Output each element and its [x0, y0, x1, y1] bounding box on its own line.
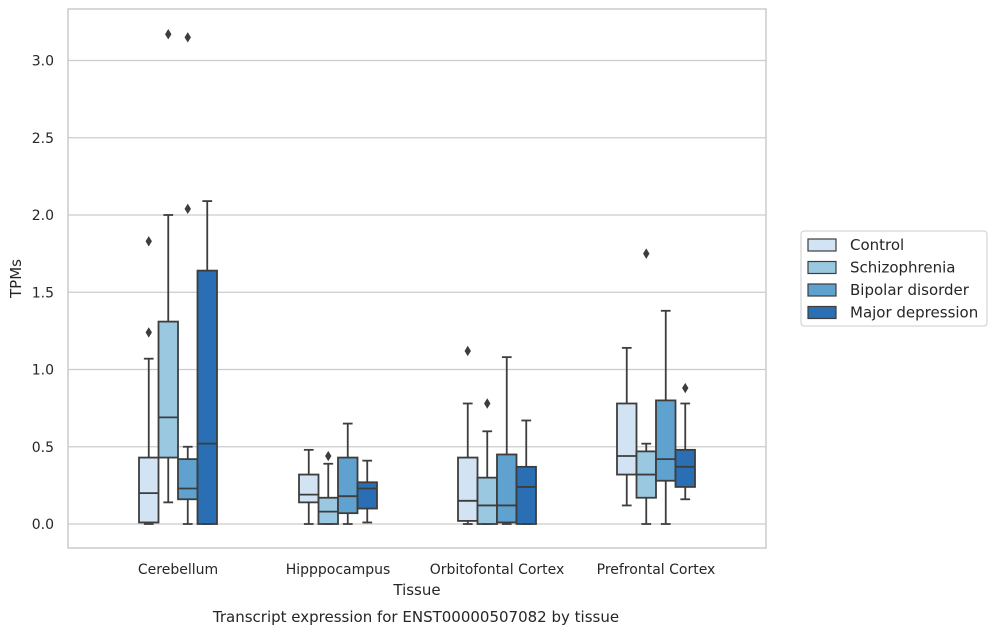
outlier-point [145, 327, 152, 338]
box [457, 345, 479, 525]
box-rect [138, 456, 160, 524]
outlier-point [464, 345, 471, 357]
outlier-point [165, 29, 172, 40]
box [476, 398, 498, 525]
y-tick-label: 3.0 [32, 54, 54, 70]
legend: Control Schizophrenia Bipolar disorder Majo… [800, 230, 988, 327]
box-rect [337, 456, 359, 515]
box [177, 32, 199, 525]
plot-frame [67, 8, 767, 549]
box-rect [177, 458, 199, 501]
box-rect [457, 456, 479, 522]
box-series [138, 29, 696, 525]
legend-swatch [807, 283, 837, 297]
box-rect [298, 473, 320, 504]
y-tick-label: 2.5 [32, 131, 54, 147]
outlier-point [682, 382, 689, 394]
box [674, 382, 696, 501]
y-tick-label: 1.5 [32, 285, 54, 301]
outlier-point [184, 32, 191, 43]
y-tick-label: 1.0 [32, 363, 54, 379]
box [616, 346, 638, 507]
box-rect [616, 402, 638, 476]
box [496, 356, 518, 525]
legend-swatch [807, 305, 837, 320]
outlier-point [145, 236, 152, 247]
chart-caption: Transcript expression for ENST0000050708… [212, 608, 619, 626]
y-tick-label: 0.0 [32, 517, 54, 533]
series-control [138, 236, 638, 525]
legend-label: Schizophrenia [850, 259, 955, 277]
legend-label: Bipolar disorder [850, 281, 970, 299]
box [317, 450, 339, 525]
legend-item: Bipolar disorder [807, 281, 970, 299]
y-tick-labels: 0.0 0.5 1.0 1.5 2.0 2.5 3.0 [32, 54, 54, 534]
box [196, 200, 218, 525]
legend-label: Major depression [850, 304, 978, 322]
box [655, 309, 677, 525]
series-bipolar-disorder [177, 32, 677, 525]
legend-frame [800, 230, 988, 327]
box-rect [157, 320, 179, 459]
x-tick-label: Hipppocampus [286, 562, 391, 578]
box-rect [655, 399, 677, 482]
outlier-point [643, 248, 650, 259]
box [635, 248, 657, 525]
y-tick-label: 2.0 [32, 208, 54, 224]
legend-swatch [807, 260, 837, 275]
box-rect [476, 476, 498, 525]
legend-item: Major depression [807, 304, 978, 322]
box [298, 448, 320, 525]
box [356, 459, 378, 524]
x-tick-labels: Cerebellum Hipppocampus Orbitofontal Corte… [138, 562, 715, 578]
x-tick-label: Prefrontal Cortex [597, 562, 716, 578]
x-axis-label: Tissue [392, 581, 440, 599]
box-rect [356, 481, 378, 510]
outlier-point [184, 203, 191, 215]
box [337, 422, 359, 525]
legend-swatch [807, 238, 837, 252]
legend-item: Schizophrenia [807, 259, 955, 277]
legend-item: Control [807, 236, 904, 254]
outlier-point [325, 450, 332, 462]
x-tick-label: Orbitofontal Cortex [430, 562, 565, 578]
y-tick-label: 0.5 [32, 440, 54, 456]
y-axis-label: TPMs [7, 259, 25, 299]
x-tick-label: Cerebellum [138, 562, 218, 578]
box [138, 236, 160, 525]
box-rect [674, 448, 696, 488]
series-major-depression [196, 200, 696, 525]
series-schizophrenia [157, 29, 657, 525]
legend-label: Control [850, 236, 904, 254]
box-rect [515, 465, 537, 525]
box-rect [196, 269, 218, 525]
box [515, 419, 537, 525]
outlier-point [484, 398, 491, 409]
box-rect [496, 453, 518, 524]
box [157, 29, 179, 504]
